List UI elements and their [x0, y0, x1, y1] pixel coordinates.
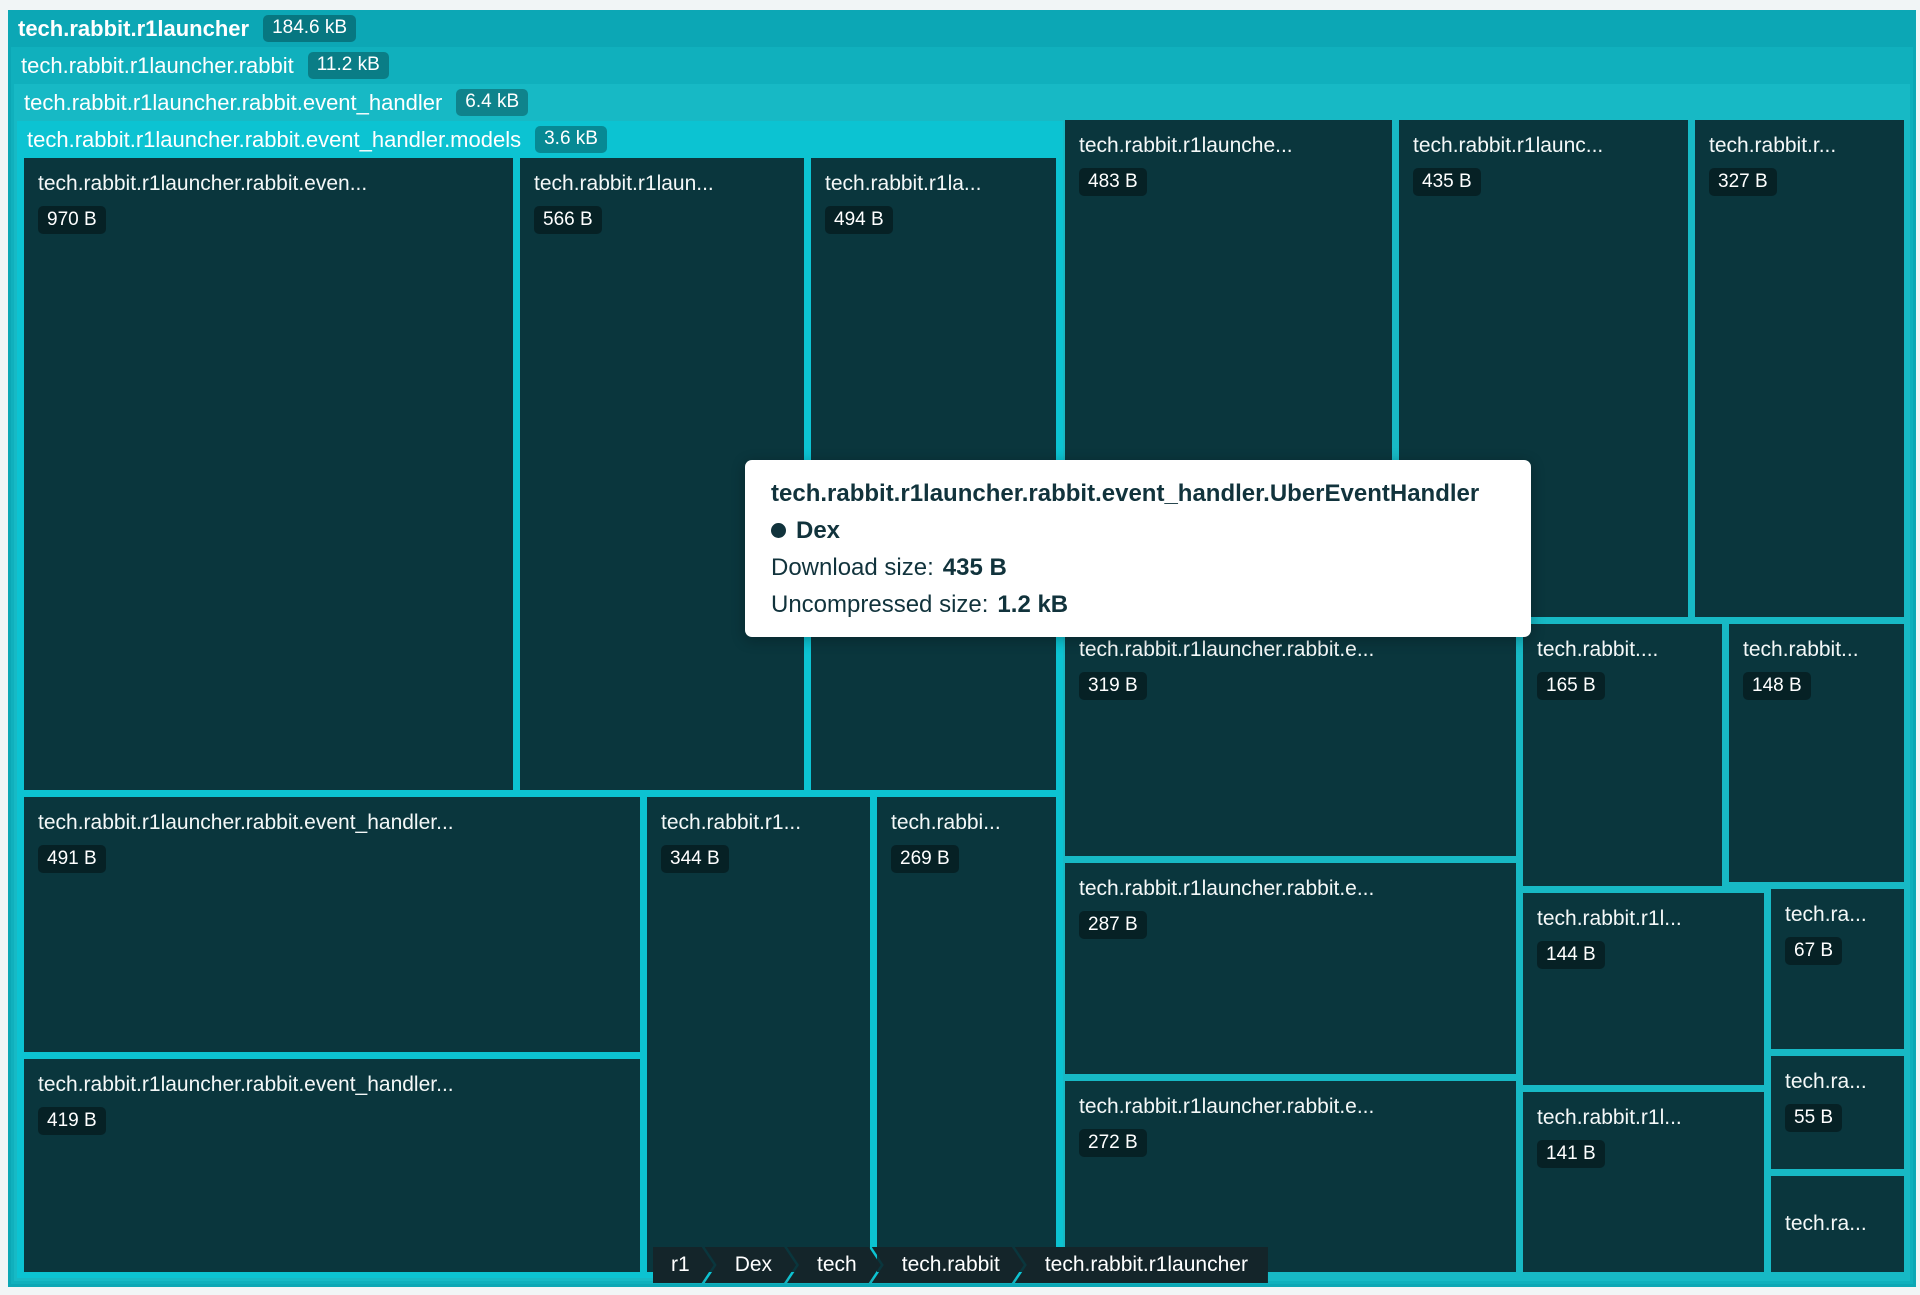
- treemap-box-label: tech.rabbit.r1l...: [1537, 907, 1682, 930]
- package-size-badge: 184.6 kB: [263, 15, 357, 42]
- treemap-box-label: tech.rabbit.r1launc...: [1413, 134, 1604, 157]
- treemap-box-label: tech.rabbit....: [1537, 638, 1659, 661]
- treemap-box-label: tech.rabbit.r1laun...: [534, 172, 714, 195]
- treemap-box-label: tech.rabbit...: [1743, 638, 1859, 661]
- treemap-box[interactable]: tech.rabbit.r1launcher.rabbit.e... 319 B: [1065, 624, 1516, 856]
- treemap-box[interactable]: tech.rabbi... 269 B: [877, 797, 1056, 1272]
- treemap-box-label: tech.ra...: [1785, 1211, 1867, 1235]
- tooltip-type: Dex: [796, 517, 841, 544]
- package-bar-label: tech.rabbit.r1launcher.rabbit: [21, 52, 294, 78]
- treemap-box-label: tech.rabbit.r1launcher.rabbit.e...: [1079, 877, 1375, 900]
- treemap-box-label: tech.rabbit.r1launcher.rabbit.event_hand…: [38, 1073, 454, 1096]
- tooltip: tech.rabbit.r1launcher.rabbit.event_hand…: [745, 460, 1531, 637]
- treemap-box[interactable]: tech.ra...: [1771, 1176, 1904, 1272]
- treemap-box-size-badge: 344 B: [661, 845, 729, 874]
- treemap-box[interactable]: tech.rabbit... 148 B: [1729, 624, 1904, 882]
- treemap-box-label: tech.rabbit.r1launcher.rabbit.event_hand…: [38, 811, 454, 834]
- treemap-box-size-badge: 435 B: [1413, 168, 1481, 197]
- treemap-box-size-badge: 483 B: [1079, 168, 1147, 197]
- package-bar-label: tech.rabbit.r1launcher.rabbit.event_hand…: [24, 89, 443, 115]
- treemap-box[interactable]: tech.rabbit.r1... 344 B: [647, 797, 870, 1272]
- breadcrumb-item[interactable]: r1: [653, 1247, 714, 1283]
- treemap-box-label: tech.rabbit.r1...: [661, 811, 802, 834]
- treemap-box-size-badge: 272 B: [1079, 1129, 1147, 1158]
- treemap-box-size-badge: 141 B: [1537, 1140, 1605, 1169]
- treemap-box[interactable]: tech.rabbit.r1l... 144 B: [1523, 893, 1764, 1085]
- treemap-box[interactable]: tech.rabbit.r1launcher.rabbit.e... 287 B: [1065, 863, 1516, 1074]
- download-size-label: Download size:: [771, 554, 934, 581]
- treemap-box[interactable]: tech.ra... 67 B: [1771, 889, 1904, 1049]
- treemap-box-label: tech.rabbit.r1la...: [825, 172, 982, 195]
- treemap-box-size-badge: 566 B: [534, 206, 602, 235]
- dex-type-dot-icon: [771, 523, 786, 538]
- breadcrumb: r1 Dex tech tech.rabbit tech.rabbit.r1launch…: [653, 1247, 1268, 1283]
- treemap-box-size-badge: 165 B: [1537, 672, 1605, 701]
- tooltip-title: tech.rabbit.r1launcher.rabbit.event_hand…: [771, 480, 1480, 507]
- breadcrumb-item[interactable]: Dex: [705, 1247, 796, 1283]
- breadcrumb-item[interactable]: tech.rabbit.r1launcher: [1014, 1247, 1268, 1283]
- treemap-box-label: tech.ra...: [1785, 1070, 1867, 1093]
- treemap-box[interactable]: tech.rabbit.r1launcher.rabbit.e... 272 B: [1065, 1081, 1516, 1272]
- treemap-box-size-badge: 494 B: [825, 206, 893, 235]
- treemap-box-size-badge: 970 B: [38, 206, 106, 235]
- treemap-box-label: tech.rabbit.r1l...: [1537, 1106, 1682, 1129]
- package-bar-root[interactable]: tech.rabbit.r1launcher 184.6 kB: [8, 10, 1916, 47]
- treemap-box-label: tech.rabbit.r1launcher.rabbit.e...: [1079, 638, 1375, 661]
- tooltip-download-row: Download size: 435 B: [771, 549, 1505, 586]
- package-bar-models[interactable]: tech.rabbit.r1launcher.rabbit.event_hand…: [17, 121, 1063, 158]
- download-size-value: 435 B: [942, 554, 1007, 581]
- uncompressed-size-value: 1.2 kB: [997, 591, 1069, 618]
- treemap-box-size-badge: 419 B: [38, 1107, 106, 1136]
- treemap-box-size-badge: 269 B: [891, 845, 959, 874]
- treemap-box-label: tech.ra...: [1785, 903, 1867, 926]
- treemap-box-size-badge: 144 B: [1537, 941, 1605, 970]
- treemap-box-size-badge: 491 B: [38, 845, 106, 874]
- package-size-badge: 6.4 kB: [456, 89, 529, 116]
- tooltip-uncompressed-row: Uncompressed size: 1.2 kB: [771, 586, 1505, 623]
- treemap-box-size-badge: 55 B: [1785, 1104, 1843, 1133]
- package-bar-rabbit[interactable]: tech.rabbit.r1launcher.rabbit 11.2 kB: [11, 47, 1913, 84]
- treemap-box[interactable]: tech.ra... 55 B: [1771, 1056, 1904, 1169]
- treemap-box[interactable]: tech.rabbit.... 165 B: [1523, 624, 1722, 886]
- treemap-box-size-badge: 287 B: [1079, 911, 1147, 940]
- package-size-badge: 11.2 kB: [307, 52, 389, 79]
- treemap-box[interactable]: tech.rabbit.r1launcher.rabbit.even... 970…: [24, 158, 513, 790]
- treemap-box-label: tech.rabbit.r1launcher.rabbit.even...: [38, 172, 368, 195]
- treemap-box-size-badge: 148 B: [1743, 672, 1811, 701]
- uncompressed-size-label: Uncompressed size:: [771, 591, 989, 618]
- treemap-box-label: tech.rabbi...: [891, 811, 1001, 834]
- tooltip-type-row: Dex: [771, 512, 1505, 549]
- treemap-box[interactable]: tech.rabbit.r... 327 B: [1695, 120, 1904, 617]
- package-bar-event-handler[interactable]: tech.rabbit.r1launcher.rabbit.event_hand…: [14, 84, 1910, 121]
- treemap-box[interactable]: tech.rabbit.r1launcher.rabbit.event_hand…: [24, 1059, 640, 1272]
- breadcrumb-item[interactable]: tech: [787, 1247, 881, 1283]
- package-bar-label: tech.rabbit.r1launcher.rabbit.event_hand…: [27, 126, 522, 152]
- treemap-box-size-badge: 327 B: [1709, 168, 1777, 197]
- package-bar-label: tech.rabbit.r1launcher: [18, 15, 250, 41]
- treemap-box[interactable]: tech.rabbit.r1l... 141 B: [1523, 1092, 1764, 1272]
- treemap-box-size-badge: 319 B: [1079, 672, 1147, 701]
- breadcrumb-item[interactable]: tech.rabbit: [872, 1247, 1024, 1283]
- treemap-box-label: tech.rabbit.r...: [1709, 134, 1837, 157]
- treemap-box-label: tech.rabbit.r1launcher.rabbit.e...: [1079, 1095, 1375, 1118]
- treemap-box-size-badge: 67 B: [1785, 937, 1843, 966]
- treemap-box-label: tech.rabbit.r1launche...: [1079, 134, 1293, 157]
- treemap-box[interactable]: tech.rabbit.r1launcher.rabbit.event_hand…: [24, 797, 640, 1052]
- package-size-badge: 3.6 kB: [535, 126, 607, 153]
